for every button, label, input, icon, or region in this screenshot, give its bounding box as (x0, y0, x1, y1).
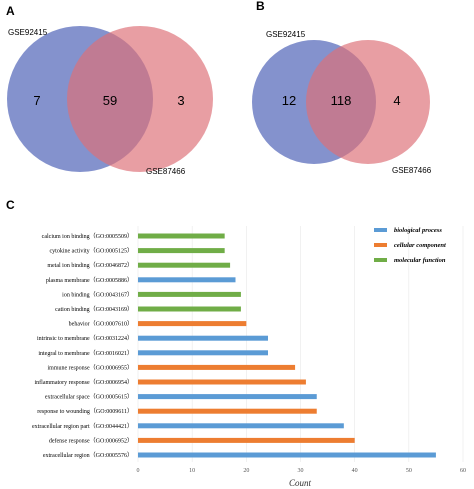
panel-letter-b: B (256, 0, 265, 13)
category-label: response to wounding（GO:0009611） (37, 408, 133, 415)
bar (138, 379, 306, 385)
category-label: intrinsic to membrane（GO:0031224） (37, 335, 133, 342)
bar (138, 437, 355, 443)
chart-legend: biological process cellular component mole… (374, 227, 446, 264)
x-tick-label: 50 (406, 468, 412, 474)
bar (138, 335, 268, 341)
venn-b: B GSE92415 GSE87466 12 118 4 (252, 0, 432, 175)
venn-b-right-only-count: 4 (393, 93, 400, 108)
x-axis-title: Count (289, 478, 312, 488)
venn-b-left-only-count: 12 (282, 93, 296, 108)
bar (138, 233, 225, 239)
category-label: ion binding（GO:0043167） (62, 291, 133, 298)
x-tick-label: 20 (243, 468, 249, 474)
bar (138, 277, 236, 283)
category-label: inflammatory response（GO:0006954） (35, 379, 134, 386)
bar (138, 408, 317, 414)
x-tick-label: 0 (137, 468, 140, 474)
x-tick-label: 40 (352, 468, 358, 474)
chart-bars (138, 233, 436, 458)
venn-a-right-only-count: 3 (177, 93, 184, 108)
category-label: extracellular region part（GO:0044421） (32, 423, 133, 430)
venn-b-overlap-count: 118 (331, 93, 352, 108)
legend-label: molecular function (394, 257, 446, 264)
venn-b-right-circle (306, 40, 430, 164)
bar (138, 350, 268, 356)
bar (138, 364, 296, 370)
bar (138, 321, 247, 327)
legend-swatch (374, 228, 387, 232)
bar (138, 423, 344, 429)
x-tick-label: 60 (460, 468, 466, 474)
legend-swatch (374, 258, 387, 262)
venn-a-right-label: GSE87466 (146, 167, 186, 176)
legend-label: cellular component (394, 242, 446, 249)
category-label: cation binding（GO:0043169） (55, 306, 133, 313)
x-tick-label: 30 (298, 468, 304, 474)
venn-a-left-label: GSE92415 (8, 28, 48, 37)
venn-b-right-label: GSE87466 (392, 166, 432, 175)
bar (138, 262, 231, 268)
category-label: cytokine activity（GO:0005125） (50, 248, 134, 255)
venn-a-left-only-count: 7 (33, 93, 40, 108)
bar (138, 306, 241, 312)
venn-a-overlap-count: 59 (103, 93, 117, 108)
category-label: extracellular space（GO:0005615） (45, 394, 133, 401)
category-label: immune response（GO:0006955） (48, 364, 134, 371)
category-label: extracellular region（GO:0005576） (43, 452, 133, 459)
venn-a: A GSE92415 GSE87466 7 59 3 (6, 4, 213, 176)
chart-category-labels: calcium ion binding（GO:0005509） cytokine … (32, 233, 133, 459)
category-label: metal ion binding（GO:0046872） (47, 262, 133, 269)
bar (138, 394, 317, 400)
legend-label: biological process (394, 227, 442, 234)
x-tick-label: 10 (189, 468, 195, 474)
panel-letter-c: C (6, 198, 15, 212)
category-label: plasma membrane（GO:0005886） (46, 277, 133, 284)
category-label: behavior（GO:0007610） (69, 321, 133, 328)
panel-letter-a: A (6, 4, 15, 18)
chart-x-ticks: 0 10 20 30 40 50 60 (137, 468, 467, 474)
category-label: calcium ion binding（GO:0005509） (42, 233, 133, 240)
category-label: integral to membrane（GO:0016021） (38, 350, 133, 357)
venn-a-right-circle (67, 26, 213, 172)
venn-b-left-label: GSE92415 (266, 30, 306, 39)
bar (138, 291, 241, 297)
bar (138, 248, 225, 254)
legend-swatch (374, 243, 387, 247)
bar (138, 452, 436, 458)
category-label: defense response（GO:0006952） (49, 437, 133, 444)
bar-chart: C calcium ion binding（GO:0005509） cytokin… (6, 198, 466, 488)
